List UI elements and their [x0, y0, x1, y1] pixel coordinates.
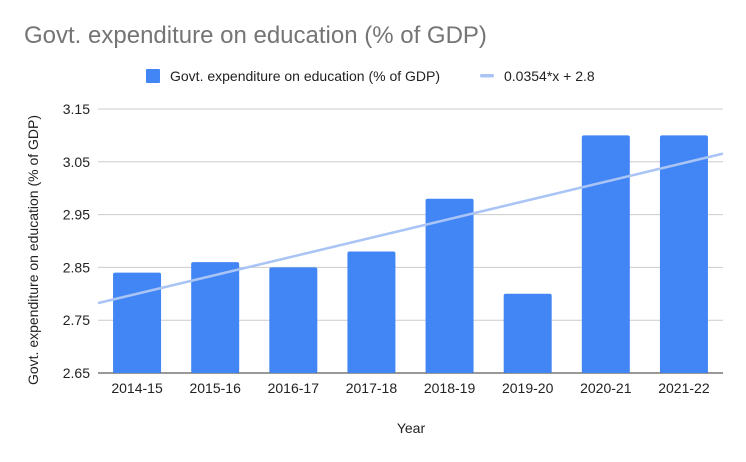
y-tick-label: 3.15: [63, 101, 90, 117]
x-tick-label: 2021-22: [658, 380, 710, 396]
bar-series: [113, 135, 708, 373]
x-axis-ticks: 2014-15 2015-16 2016-17 2017-18 2018-19 2019-…: [111, 380, 709, 396]
y-tick-label: 2.95: [63, 207, 90, 223]
legend-swatch-bars: [146, 69, 160, 83]
bar-2014-15: [113, 272, 162, 373]
x-tick-label: 2019-20: [502, 380, 554, 396]
bar-2018-19: [425, 198, 474, 373]
y-tick-label: 2.65: [63, 365, 90, 381]
y-axis-ticks: 2.65 2.75 2.85 2.95 3.05 3.15: [63, 101, 90, 381]
bar-2020-21: [581, 135, 630, 373]
legend-label-trendline: 0.0354*x + 2.8: [504, 68, 595, 84]
y-tick-label: 3.05: [63, 154, 90, 170]
bar-2015-16: [191, 262, 240, 373]
x-tick-label: 2014-15: [111, 380, 163, 396]
x-axis-label: Year: [397, 420, 426, 436]
x-tick-label: 2016-17: [268, 380, 320, 396]
x-tick-label: 2015-16: [189, 380, 241, 396]
y-axis-label: Govt. expenditure on education (% of GDP…: [25, 115, 41, 385]
chart-title: Govt. expenditure on education (% of GDP…: [24, 22, 487, 49]
trendline: [97, 152, 724, 305]
legend-label-bars: Govt. expenditure on education (% of GDP…: [170, 68, 440, 84]
y-tick-label: 2.85: [63, 259, 90, 275]
bar-2021-22: [659, 135, 708, 373]
bar-2017-18: [347, 251, 396, 373]
bar-2019-20: [503, 293, 552, 373]
x-tick-label: 2017-18: [346, 380, 398, 396]
trendline-group: [97, 152, 724, 305]
x-tick-label: 2020-21: [580, 380, 632, 396]
legend: Govt. expenditure on education (% of GDP…: [146, 68, 595, 84]
legend-swatch-trendline: [480, 74, 494, 78]
y-tick-label: 2.75: [63, 312, 90, 328]
bar-2016-17: [269, 267, 318, 373]
x-tick-label: 2018-19: [424, 380, 476, 396]
